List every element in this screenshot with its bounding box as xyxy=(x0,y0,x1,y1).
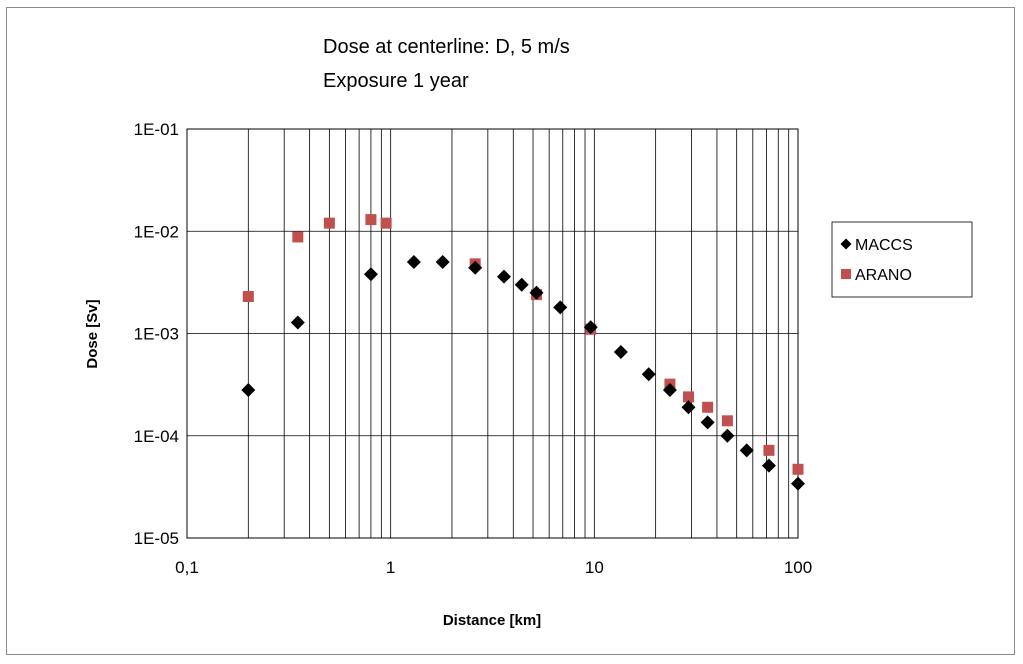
x-tick-label: 0,1 xyxy=(175,558,199,577)
data-points xyxy=(241,214,805,491)
chart-title-line-2: Exposure 1 year xyxy=(323,70,469,92)
x-tick-label: 1 xyxy=(386,558,395,577)
maccs-point xyxy=(700,415,715,430)
legend-marker-maccs xyxy=(840,238,852,250)
maccs-point xyxy=(791,476,805,491)
maccs-point xyxy=(613,344,628,359)
maccs-point xyxy=(662,383,677,398)
x-tick-label: 100 xyxy=(784,558,812,577)
maccs-point xyxy=(406,255,421,270)
maccs-point xyxy=(720,428,735,443)
maccs-point xyxy=(363,267,378,282)
maccs-point xyxy=(435,255,450,270)
arano-point xyxy=(380,217,392,229)
arano-point xyxy=(721,415,733,427)
y-axis-label: Dose [Sv] xyxy=(84,299,101,368)
arano-point xyxy=(365,214,377,226)
y-tick-label: 1E-03 xyxy=(134,325,179,344)
maccs-point xyxy=(290,315,305,330)
arano-point xyxy=(683,391,695,403)
grid xyxy=(187,128,798,539)
maccs-point xyxy=(583,320,598,335)
y-tick-label: 1E-04 xyxy=(134,427,179,446)
legend-label-maccs: MACCS xyxy=(855,237,913,254)
maccs-point xyxy=(553,300,568,315)
x-axis-label: Distance [km] xyxy=(443,612,541,629)
arano-point xyxy=(292,231,304,243)
arano-point xyxy=(242,291,254,303)
maccs-point xyxy=(514,277,529,292)
tick-labels: 0,1 1 10 100 1E-01 1E-02 1E-03 1E-04 1E-05 xyxy=(134,120,813,577)
y-tick-label: 1E-02 xyxy=(134,222,179,241)
arano-point xyxy=(323,217,335,229)
maccs-point xyxy=(468,260,483,275)
maccs-point xyxy=(241,383,256,398)
chart-title-line-1: Dose at centerline: D, 5 m/s xyxy=(323,36,570,58)
legend-box xyxy=(831,221,973,298)
chart-area xyxy=(6,7,1015,655)
x-tick-label: 10 xyxy=(585,558,604,577)
maccs-point xyxy=(681,400,696,415)
plot-area xyxy=(186,128,799,539)
legend: MACCS ARANO xyxy=(840,237,913,284)
legend-label-arano: ARANO xyxy=(855,267,912,284)
y-tick-label: 1E-05 xyxy=(134,529,179,548)
maccs-point xyxy=(761,458,776,473)
y-tick-label: 1E-01 xyxy=(134,120,179,139)
maccs-point xyxy=(641,367,656,382)
legend-marker-arano xyxy=(841,269,851,279)
arano-point xyxy=(763,444,775,456)
arano-point xyxy=(702,401,714,413)
maccs-point xyxy=(496,269,511,284)
arano-point xyxy=(792,463,804,475)
maccs-point xyxy=(529,285,544,300)
maccs-point xyxy=(739,443,754,458)
